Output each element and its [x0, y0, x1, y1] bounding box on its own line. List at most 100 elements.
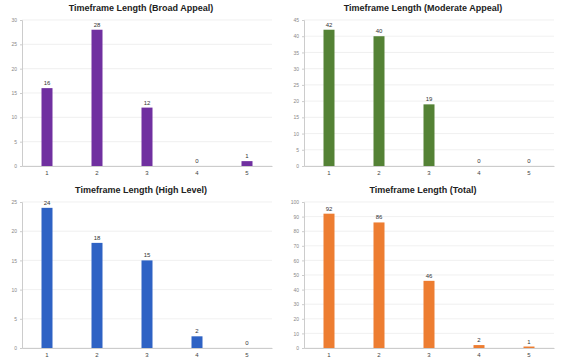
y-tick-mark	[20, 166, 22, 167]
y-tick-mark	[20, 44, 22, 45]
y-tick-mark	[20, 142, 22, 143]
y-tick: 15	[11, 90, 22, 96]
x-tick-label: 1	[327, 170, 331, 176]
y-tick-mark	[302, 275, 304, 276]
y-tick-mark	[20, 117, 22, 118]
plot: 01020304050607080901001234592864621	[291, 199, 555, 358]
grid-line	[22, 20, 272, 21]
y-tick-mark	[20, 231, 22, 232]
y-tick: 30	[293, 66, 304, 72]
y-tick: 50	[293, 272, 304, 278]
y-tick-label: 30	[293, 66, 299, 72]
y-axis: 051015202530354045	[293, 17, 304, 169]
y-tick-mark	[302, 134, 304, 135]
y-tick-mark	[302, 20, 304, 21]
grid-line	[22, 44, 272, 45]
x-tick-label: 2	[377, 352, 381, 358]
chart-panel: Timeframe Length (Moderate Appeal)051015…	[293, 3, 554, 176]
x-tick-label: 2	[95, 352, 99, 358]
y-tick-label: 20	[11, 66, 17, 72]
grid-line	[22, 202, 272, 203]
plot: 05101520251234524181520	[11, 199, 272, 358]
y-tick: 20	[11, 66, 22, 72]
x-tick: 1	[327, 348, 331, 358]
y-tick-mark	[302, 36, 304, 37]
y-tick: 10	[11, 287, 22, 293]
x-tick: 3	[145, 166, 149, 176]
figure: Timeframe Length (Broad Appeal)051015202…	[0, 0, 564, 364]
x-tick: 3	[427, 348, 431, 358]
bar	[42, 88, 53, 166]
y-tick: 20	[293, 98, 304, 104]
bar	[92, 30, 103, 166]
x-axis-line	[305, 348, 555, 349]
y-tick-label: 5	[14, 316, 17, 322]
x-tick-label: 4	[477, 352, 481, 358]
data-label: 1	[527, 339, 531, 345]
data-label: 46	[426, 273, 433, 279]
y-tick-mark	[302, 101, 304, 102]
y-tick: 15	[293, 114, 304, 120]
y-tick: 40	[293, 287, 304, 293]
y-tick-label: 40	[293, 33, 299, 39]
grid-line	[304, 52, 554, 53]
y-tick-label: 0	[296, 163, 299, 169]
y-tick: 80	[293, 228, 304, 234]
y-tick: 5	[14, 316, 22, 322]
y-tick-label: 25	[11, 199, 17, 205]
y-axis: 0102030405060708090100	[291, 199, 305, 351]
x-tick-label: 4	[195, 352, 199, 358]
y-tick-mark	[302, 231, 304, 232]
y-axis-line	[302, 203, 305, 349]
x-tick-label: 1	[45, 352, 49, 358]
y-tick-mark	[302, 202, 304, 203]
y-tick-label: 30	[11, 17, 17, 23]
chart-title: Timeframe Length (Moderate Appeal)	[344, 3, 503, 13]
x-tick: 2	[95, 348, 99, 358]
x-tick-label: 5	[527, 352, 531, 358]
x-axis: 12345	[305, 166, 555, 176]
data-label: 40	[376, 28, 383, 34]
grid	[304, 20, 554, 166]
y-tick-label: 15	[293, 114, 299, 120]
chart-title: Timeframe Length (High Level)	[75, 185, 207, 195]
y-tick-label: 25	[293, 82, 299, 88]
y-tick-label: 90	[293, 214, 299, 220]
y-tick-mark	[20, 93, 22, 94]
bar	[92, 243, 103, 348]
x-tick-label: 3	[427, 352, 431, 358]
x-tick: 2	[377, 348, 381, 358]
grid	[304, 202, 554, 348]
grid-line	[304, 202, 554, 203]
y-tick: 0	[14, 163, 22, 169]
x-tick: 1	[45, 166, 49, 176]
y-tick-label: 10	[11, 114, 17, 120]
grid	[22, 202, 272, 348]
grid-line	[304, 36, 554, 37]
bars	[42, 30, 253, 166]
x-axis-line	[23, 166, 273, 167]
y-tick: 0	[296, 345, 304, 351]
y-tick-mark	[20, 348, 22, 349]
x-tick-label: 4	[195, 170, 199, 176]
bar	[42, 208, 53, 348]
x-axis-line	[23, 348, 273, 349]
data-label: 0	[477, 158, 481, 164]
y-tick-mark	[302, 117, 304, 118]
y-tick-mark	[302, 319, 304, 320]
bar	[374, 36, 385, 166]
y-tick-label: 20	[293, 98, 299, 104]
y-tick-label: 80	[293, 228, 299, 234]
x-tick: 5	[245, 348, 249, 358]
x-tick-label: 1	[327, 352, 331, 358]
x-tick: 5	[527, 348, 531, 358]
bar	[192, 166, 203, 167]
data-label: 12	[144, 100, 151, 106]
y-axis-line	[20, 203, 23, 349]
y-tick: 35	[293, 50, 304, 56]
y-tick-mark	[20, 202, 22, 203]
y-tick-mark	[302, 69, 304, 70]
chart-title: Timeframe Length (Total)	[369, 185, 476, 195]
grid-line	[22, 231, 272, 232]
bar	[142, 108, 153, 166]
